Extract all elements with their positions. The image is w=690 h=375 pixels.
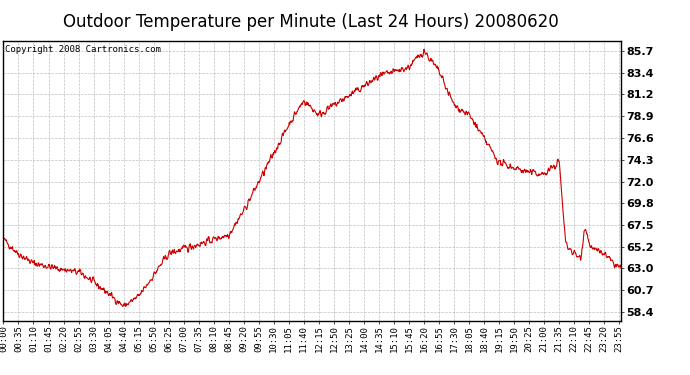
Text: Copyright 2008 Cartronics.com: Copyright 2008 Cartronics.com [5,45,161,54]
Text: Outdoor Temperature per Minute (Last 24 Hours) 20080620: Outdoor Temperature per Minute (Last 24 … [63,13,558,31]
